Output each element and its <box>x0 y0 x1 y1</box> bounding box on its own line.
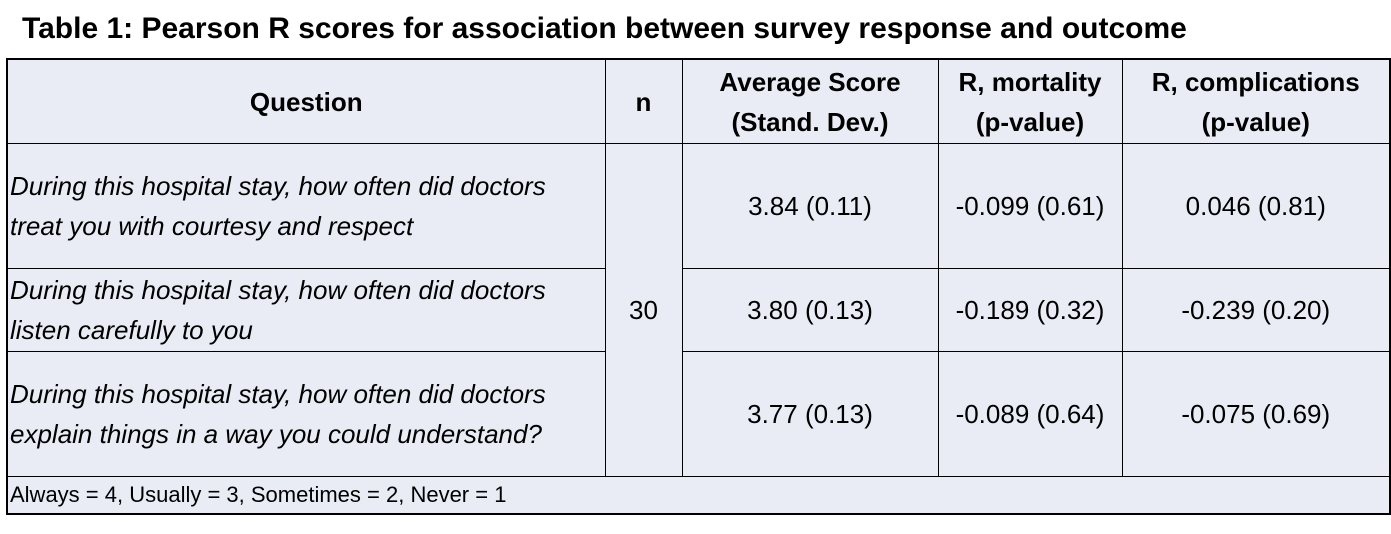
cell: 3.80 (0.13) <box>681 268 939 352</box>
cell: -0.075 (0.69) <box>1121 351 1391 477</box>
row: During this hospital stay, how often did… <box>6 143 1391 477</box>
cell: 3.77 (0.13) <box>681 351 939 477</box>
cell: -0.099 (0.61) <box>937 143 1123 269</box>
header-cell: Average Score (Stand. Dev.) <box>681 58 939 144</box>
row: During this hospital stay, how often did… <box>6 268 1391 352</box>
results-table: Question n Average Score (Stand. Dev.) R… <box>6 58 1391 515</box>
header-cell: R, mortality (p-value) <box>937 58 1123 144</box>
footnote-row: Always = 4, Usually = 3, Sometimes = 2, … <box>6 476 1391 515</box>
header-cell: n <box>604 58 683 144</box>
question-cell: During this hospital stay, how often did… <box>6 351 606 477</box>
cell: 3.84 (0.11) <box>681 143 939 269</box>
cell: -0.089 (0.64) <box>937 351 1123 477</box>
header-row: Question n Average Score (Stand. Dev.) R… <box>6 58 1391 144</box>
cell: 0.046 (0.81) <box>1121 143 1391 269</box>
cell: -0.189 (0.32) <box>937 268 1123 352</box>
table-title: Table 1: Pearson R scores for associatio… <box>22 12 1187 45</box>
cell: -0.239 (0.20) <box>1121 268 1391 352</box>
header-cell: Question <box>6 58 606 144</box>
row: During this hospital stay, how often did… <box>6 351 1391 477</box>
question-cell: During this hospital stay, how often did… <box>6 268 606 352</box>
header-cell: R, complications (p-value) <box>1121 58 1391 144</box>
question-cell: During this hospital stay, how often did… <box>6 143 606 269</box>
n-cell: 30 <box>604 143 683 477</box>
footnote: Always = 4, Usually = 3, Sometimes = 2, … <box>6 476 1391 515</box>
